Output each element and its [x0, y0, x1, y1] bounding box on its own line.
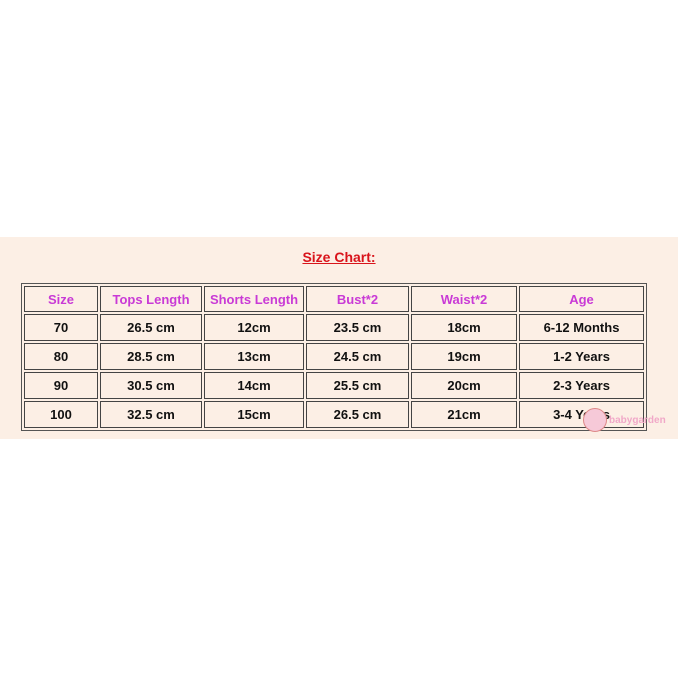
table-row: 90 30.5 cm 14cm 25.5 cm 20cm 2-3 Years: [24, 372, 644, 399]
cell: 30.5 cm: [100, 372, 202, 399]
header-age: Age: [519, 286, 644, 312]
cell: 2-3 Years: [519, 372, 644, 399]
cell: 14cm: [204, 372, 304, 399]
header-waist: Waist*2: [411, 286, 517, 312]
baby-face-icon: [583, 408, 607, 432]
size-chart-title: Size Chart:: [302, 249, 376, 265]
header-size: Size: [24, 286, 98, 312]
cell: 70: [24, 314, 98, 341]
cell: 25.5 cm: [306, 372, 409, 399]
cell: 26.5 cm: [100, 314, 202, 341]
header-bust: Bust*2: [306, 286, 409, 312]
cell: 90: [24, 372, 98, 399]
watermark-text: babygarden: [609, 414, 666, 426]
cell: 12cm: [204, 314, 304, 341]
cell: 15cm: [204, 401, 304, 428]
cell: 80: [24, 343, 98, 370]
cell: 21cm: [411, 401, 517, 428]
table-row: 70 26.5 cm 12cm 23.5 cm 18cm 6-12 Months: [24, 314, 644, 341]
size-chart-table: Size Tops Length Shorts Length Bust*2 Wa…: [21, 283, 647, 431]
cell: 6-12 Months: [519, 314, 644, 341]
cell: 13cm: [204, 343, 304, 370]
cell: 20cm: [411, 372, 517, 399]
watermark-logo: babygarden: [583, 408, 666, 432]
cell: 19cm: [411, 343, 517, 370]
cell: 24.5 cm: [306, 343, 409, 370]
header-shorts-length: Shorts Length: [204, 286, 304, 312]
cell: 1-2 Years: [519, 343, 644, 370]
cell: 28.5 cm: [100, 343, 202, 370]
header-tops-length: Tops Length: [100, 286, 202, 312]
table-row: 100 32.5 cm 15cm 26.5 cm 21cm 3-4 Years: [24, 401, 644, 428]
cell: 100: [24, 401, 98, 428]
header-row: Size Tops Length Shorts Length Bust*2 Wa…: [24, 286, 644, 312]
cell: 18cm: [411, 314, 517, 341]
cell: 23.5 cm: [306, 314, 409, 341]
cell: 26.5 cm: [306, 401, 409, 428]
cell: 32.5 cm: [100, 401, 202, 428]
table-row: 80 28.5 cm 13cm 24.5 cm 19cm 1-2 Years: [24, 343, 644, 370]
